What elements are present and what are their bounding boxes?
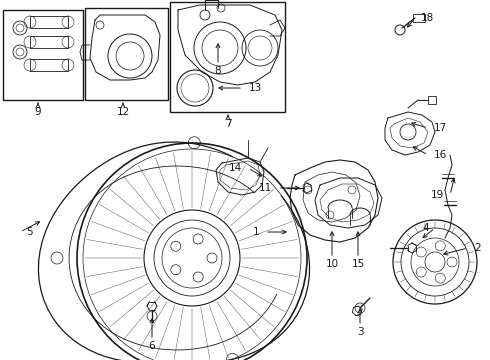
Text: 2: 2: [474, 243, 481, 253]
Text: 1: 1: [252, 227, 259, 237]
Text: 19: 19: [431, 190, 444, 200]
Text: 16: 16: [434, 150, 447, 160]
Text: 4: 4: [422, 223, 429, 233]
Text: 10: 10: [325, 259, 339, 269]
Text: 13: 13: [249, 83, 262, 93]
Bar: [428, 96, 436, 104]
Bar: [170, 2, 285, 112]
Text: 15: 15: [351, 259, 365, 269]
Text: 5: 5: [26, 227, 33, 237]
Text: 18: 18: [421, 13, 434, 23]
Text: 8: 8: [215, 66, 221, 76]
Bar: [3, 10, 83, 100]
Bar: [85, 8, 168, 100]
Bar: [30, 36, 68, 48]
Text: 3: 3: [357, 327, 363, 337]
Text: 11: 11: [259, 183, 272, 193]
Text: 12: 12: [117, 107, 130, 117]
Text: 17: 17: [434, 123, 447, 133]
Text: 6: 6: [148, 341, 155, 351]
Text: 14: 14: [229, 163, 242, 173]
Bar: [413, 14, 425, 22]
Bar: [30, 59, 68, 71]
Bar: [30, 16, 68, 28]
Text: 9: 9: [35, 107, 41, 117]
Text: 7: 7: [225, 119, 231, 129]
